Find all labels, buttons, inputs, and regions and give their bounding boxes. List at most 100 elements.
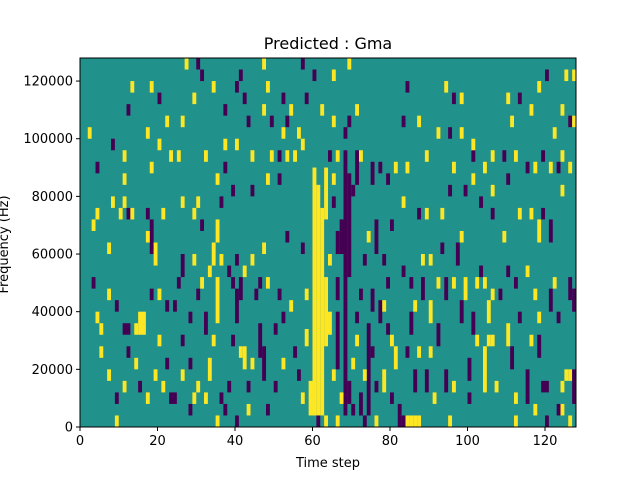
heatmap-cell xyxy=(250,357,255,370)
heatmap-cell xyxy=(266,277,270,289)
heatmap-cell xyxy=(312,69,317,82)
heatmap-cell xyxy=(165,357,170,370)
heatmap-cell xyxy=(250,150,255,162)
heatmap-cell xyxy=(386,323,391,335)
plot-area xyxy=(79,57,577,428)
heatmap-cell xyxy=(138,311,143,335)
heatmap-cell xyxy=(401,196,406,208)
heatmap-cell xyxy=(514,150,518,162)
heatmap-cell xyxy=(262,104,267,116)
heatmap-cell xyxy=(196,288,201,301)
heatmap-cell xyxy=(560,184,565,197)
heatmap-cell xyxy=(572,288,577,312)
heatmap-cell xyxy=(235,254,239,266)
heatmap-cell xyxy=(556,403,561,416)
heatmap-cell xyxy=(486,300,491,324)
heatmap-cell xyxy=(537,219,542,243)
heatmap-cell xyxy=(266,173,270,185)
heatmap-cell xyxy=(204,311,208,335)
x-tick-label: 120 xyxy=(533,434,558,449)
heatmap-cell xyxy=(192,207,197,220)
heatmap-cell xyxy=(134,357,139,370)
heatmap-cell xyxy=(413,369,418,393)
heatmap-cell xyxy=(405,415,410,427)
heatmap-cell xyxy=(510,346,515,370)
heatmap-cell xyxy=(548,219,553,243)
heatmap-cell xyxy=(328,311,332,335)
heatmap-cell xyxy=(448,127,453,139)
heatmap-cell xyxy=(339,392,344,404)
heatmap-cell xyxy=(382,300,387,312)
heatmap-cell xyxy=(180,369,185,381)
heatmap-cell xyxy=(277,288,282,301)
heatmap-cell xyxy=(366,230,371,243)
x-axis-ticks: 0 20 40 60 80 100 120 xyxy=(76,427,558,449)
heatmap-cell xyxy=(568,369,573,381)
heatmap-cells xyxy=(87,58,577,427)
heatmap-cell xyxy=(331,196,336,208)
heatmap-cell xyxy=(514,415,518,427)
heatmap-cell xyxy=(188,311,193,324)
heatmap-cell xyxy=(374,415,379,427)
heatmap-cell xyxy=(250,254,255,266)
heatmap-cell xyxy=(235,415,239,427)
heatmap-cell xyxy=(258,323,263,358)
heatmap-cell xyxy=(149,161,154,174)
heatmap-cell xyxy=(281,92,286,105)
heatmap-cell xyxy=(215,277,220,324)
heatmap-cell xyxy=(95,207,100,220)
heatmap-cell xyxy=(215,173,220,185)
heatmap-cell xyxy=(266,403,270,416)
heatmap-cell xyxy=(378,161,383,174)
heatmap-cell xyxy=(386,173,391,185)
heatmap-cell xyxy=(436,323,441,347)
heatmap-cell xyxy=(432,392,437,404)
heatmap-cell xyxy=(223,161,228,174)
heatmap-cell xyxy=(444,277,449,301)
heatmap-cell xyxy=(436,127,441,139)
heatmap-cell xyxy=(107,288,112,301)
heatmap-cell xyxy=(238,346,243,358)
heatmap-cell xyxy=(91,277,96,289)
heatmap-cell xyxy=(533,403,538,416)
heatmap-cell xyxy=(409,311,414,335)
heatmap-cell xyxy=(378,300,383,324)
heatmap-cell xyxy=(114,392,119,404)
heatmap-cell xyxy=(529,207,534,220)
heatmap-cell xyxy=(231,277,236,289)
heatmap-cell xyxy=(548,161,553,174)
heatmap-cell xyxy=(351,357,356,370)
heatmap-cell xyxy=(436,277,441,289)
heatmap-cell xyxy=(107,242,112,255)
heatmap-cell xyxy=(324,415,329,427)
heatmap-cell xyxy=(335,230,340,255)
heatmap-cell xyxy=(568,161,573,174)
heatmap-cell xyxy=(525,265,530,278)
heatmap-cell xyxy=(254,288,259,301)
heatmap-cell xyxy=(490,334,495,347)
heatmap-cell xyxy=(223,104,228,116)
heatmap-cell xyxy=(122,150,127,162)
heatmap-cell xyxy=(316,184,321,416)
heatmap-cell xyxy=(176,150,181,162)
heatmap-cell xyxy=(405,161,410,174)
heatmap-cell xyxy=(455,242,460,266)
heatmap-cell xyxy=(479,265,484,278)
heatmap-cell xyxy=(537,81,542,93)
heatmap-cell xyxy=(324,167,329,220)
heatmap-cell xyxy=(359,288,363,301)
heatmap-cell xyxy=(122,196,127,208)
plot-frame xyxy=(79,57,577,428)
heatmap-cell xyxy=(502,150,507,162)
heatmap-cell xyxy=(397,415,402,427)
heatmap-cell xyxy=(479,196,484,208)
heatmap-cell xyxy=(153,369,158,381)
heatmap-cell xyxy=(486,334,491,347)
heatmap-cell xyxy=(250,184,255,197)
heatmap-cell xyxy=(242,92,247,105)
heatmap-cell xyxy=(242,346,247,370)
heatmap-cell xyxy=(122,173,127,185)
heatmap-cell xyxy=(405,81,410,93)
heatmap-cell xyxy=(227,380,232,393)
heatmap-cell xyxy=(211,81,216,93)
